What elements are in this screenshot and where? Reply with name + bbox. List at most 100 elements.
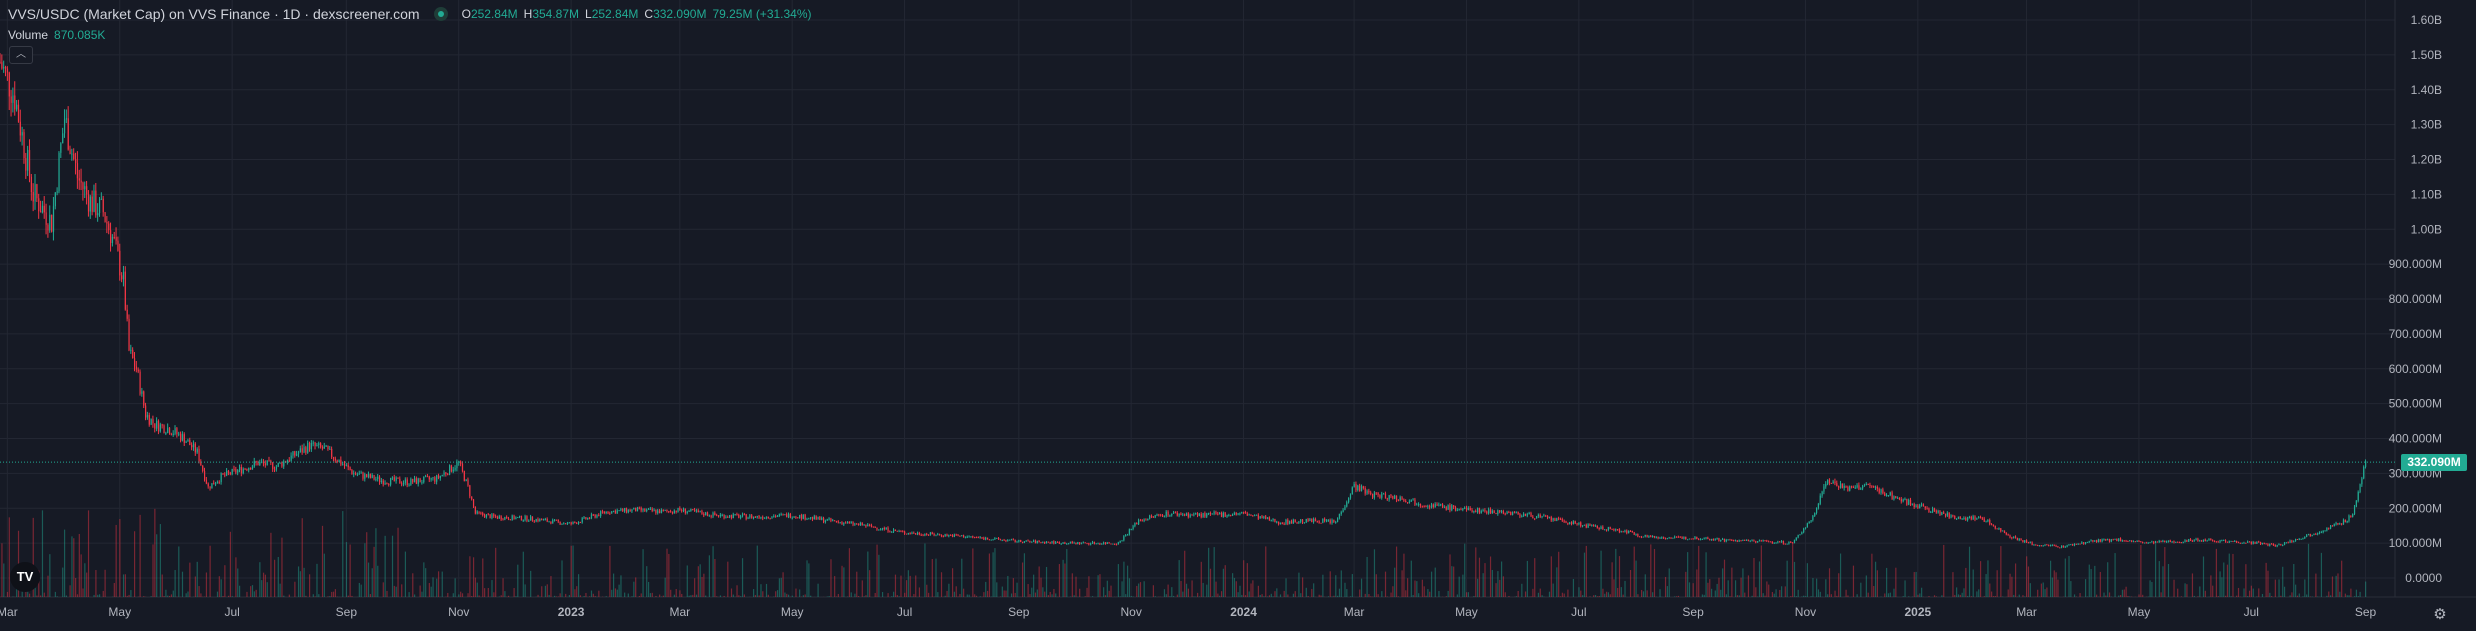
candle-body xyxy=(721,514,723,516)
candle-body xyxy=(347,465,349,468)
tradingview-logo[interactable]: TV xyxy=(10,562,40,592)
candle-body xyxy=(2123,540,2125,542)
volume-bar xyxy=(1235,581,1237,597)
volume-bar xyxy=(1467,592,1470,597)
candle-body xyxy=(1195,513,1197,515)
candle-body xyxy=(1139,520,1142,522)
volume-bar xyxy=(2007,589,2009,597)
collapse-legend-button[interactable]: ︿ xyxy=(9,46,33,64)
volume-bar xyxy=(1913,572,1915,597)
volume-bar xyxy=(1346,589,1348,597)
volume-bar xyxy=(1029,594,1031,597)
candle-body xyxy=(1348,498,1350,503)
candle-body xyxy=(399,478,401,484)
volume-bar xyxy=(1919,593,1921,597)
candle-body xyxy=(1746,539,1748,541)
candle-body xyxy=(686,511,688,514)
candle-body xyxy=(734,514,736,516)
candle-body xyxy=(1740,540,1742,542)
volume-bar xyxy=(1412,595,1414,597)
candle-body xyxy=(2167,540,2170,542)
volume-bar xyxy=(1285,578,1287,597)
candle-body xyxy=(178,433,180,435)
candle-body xyxy=(1062,542,1064,544)
candle-body xyxy=(1904,498,1906,500)
candle-body xyxy=(84,186,86,190)
volume-bar xyxy=(2307,543,2310,597)
candle-body xyxy=(2099,539,2101,542)
volume-bar xyxy=(1703,594,1705,597)
volume-bar xyxy=(2252,588,2254,597)
candle-body xyxy=(1843,485,1845,488)
volume-bar xyxy=(472,557,475,597)
y-tick-label: 1.20B xyxy=(2411,153,2442,167)
candle-body xyxy=(1804,527,1807,529)
candle-body xyxy=(1852,487,1855,489)
candle-body xyxy=(1016,541,1018,543)
volume-bar xyxy=(1259,595,1261,597)
volume-bar xyxy=(262,572,265,597)
volume-bar xyxy=(239,585,241,597)
volume-bar xyxy=(220,579,222,597)
candle-body xyxy=(1991,524,1993,526)
volume-bar xyxy=(2304,579,2306,597)
volume-bar xyxy=(904,592,906,597)
x-tick-label: Nov xyxy=(1795,605,1816,619)
volume-bar xyxy=(1066,549,1068,597)
volume-bar xyxy=(594,595,596,597)
gear-icon[interactable]: ⚙ xyxy=(2433,606,2447,623)
candle-body xyxy=(915,533,917,535)
candle-body xyxy=(2285,542,2288,544)
volume-bar xyxy=(2348,595,2350,597)
candle-body xyxy=(1528,513,1530,515)
candle-body xyxy=(618,510,620,512)
volume-bar xyxy=(1965,567,1967,597)
volume-bar xyxy=(638,596,640,597)
candle-body xyxy=(2197,538,2199,541)
candle-body xyxy=(2330,525,2332,529)
candle-body xyxy=(87,194,90,212)
volume-bar xyxy=(1847,595,1849,597)
volume-bar xyxy=(834,576,836,597)
candle-body xyxy=(1626,530,1628,534)
candle-body xyxy=(222,473,224,475)
candle-body xyxy=(1300,519,1302,522)
volume-bar xyxy=(2084,579,2087,597)
candle-body xyxy=(1395,495,1398,500)
candle-body xyxy=(1512,512,1514,515)
candle-body xyxy=(1779,541,1781,543)
volume-bar xyxy=(1429,591,1431,597)
candle-body xyxy=(1360,486,1363,492)
candle-body xyxy=(132,349,134,359)
candle-body xyxy=(1777,541,1779,543)
volume-bar xyxy=(447,592,449,597)
volume-bar xyxy=(2027,566,2030,597)
volume-bar xyxy=(2186,584,2188,597)
candle-body xyxy=(2061,545,2063,548)
volume-bar xyxy=(1292,593,1294,597)
candle-body xyxy=(981,537,983,539)
volume-bar xyxy=(1994,596,1996,597)
candle-body xyxy=(1979,516,1982,519)
candle-body xyxy=(1788,541,1790,544)
volume-bar xyxy=(1209,568,1212,597)
candle-body xyxy=(458,461,460,463)
candle-body xyxy=(1491,510,1493,513)
candle-body xyxy=(2289,540,2291,543)
candle-body xyxy=(443,472,445,475)
volume-bar xyxy=(1722,568,1724,597)
candle-body xyxy=(1976,518,1978,520)
candle-body xyxy=(2278,544,2280,546)
candle-body xyxy=(1838,486,1840,488)
candle-body xyxy=(1565,521,1567,523)
volume-bar xyxy=(1596,596,1598,597)
candle-body xyxy=(366,474,368,478)
volume-bar xyxy=(1213,547,1215,597)
candle-body xyxy=(948,535,950,537)
volume-bar xyxy=(1335,575,1337,597)
candle-body xyxy=(1478,508,1481,514)
candle-body xyxy=(515,517,517,520)
candle-body xyxy=(2143,542,2146,544)
volume-bar xyxy=(1613,579,1615,597)
